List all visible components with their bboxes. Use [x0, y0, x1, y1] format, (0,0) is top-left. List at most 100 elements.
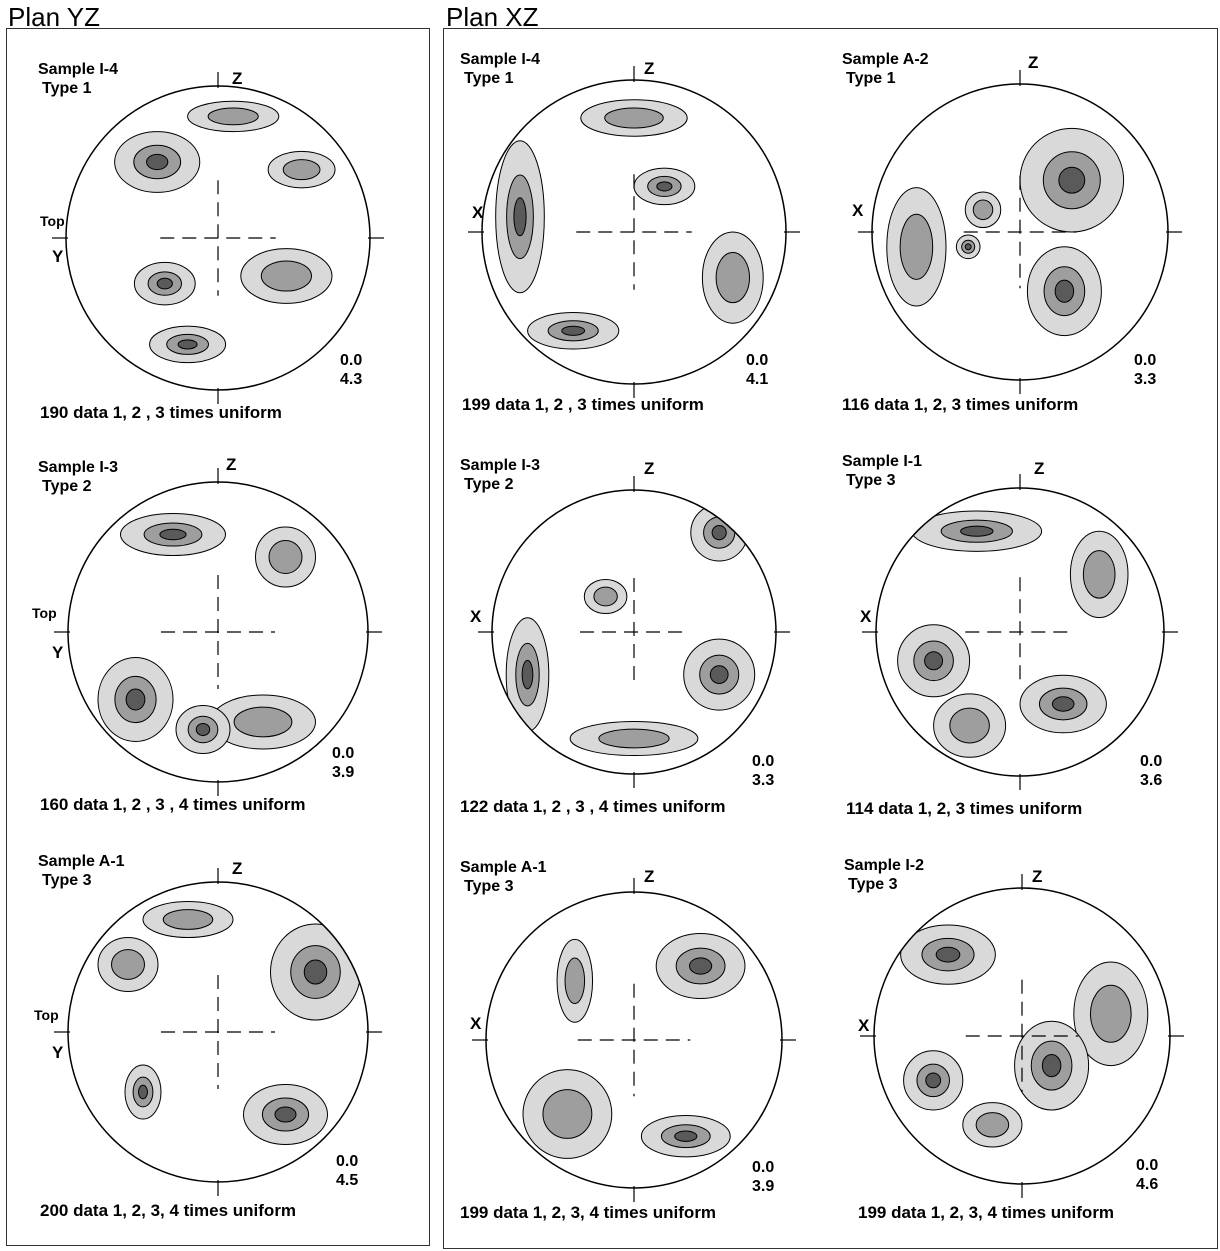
sample-label: Sample I-4 [38, 61, 119, 78]
net-title: Sample I-3 Type 2 [460, 456, 540, 494]
sample-label: Sample A-1 [460, 859, 547, 876]
stereonet-5 [858, 70, 1182, 394]
density-range: 0.0 3.6 [1140, 752, 1162, 790]
axis-label-vertical: Z [644, 867, 655, 886]
contour-level-3 [674, 1130, 698, 1142]
contour-level-2 [598, 728, 670, 749]
axis-label-vertical: Z [1028, 53, 1039, 72]
density-min: 0.0 [1140, 753, 1163, 770]
contour-level-2 [604, 107, 664, 129]
sample-label: Sample I-2 [844, 857, 925, 874]
net-caption: 114 data 1, 2, 3 times uniform [846, 799, 1083, 818]
density-max: 4.1 [746, 371, 769, 388]
density-range: 0.0 4.5 [336, 1152, 358, 1190]
contour-level-2 [715, 252, 751, 304]
stereonet-8 [472, 878, 796, 1202]
net-title: Sample I-1 Type 3 [842, 452, 922, 490]
contour-level-3 [513, 197, 527, 237]
net-caption: 199 data 1, 2, 3, 4 times uniform [858, 1203, 1115, 1222]
density-max: 4.5 [336, 1172, 359, 1189]
density-max: 3.9 [752, 1178, 775, 1195]
density-min: 0.0 [336, 1153, 359, 1170]
net-caption: 122 data 1, 2 , 3 , 4 times uniform [460, 797, 726, 816]
sample-label: Sample I-3 [460, 457, 541, 474]
type-label: Type 2 [42, 478, 92, 495]
contour-level-2 [593, 586, 618, 607]
density-max: 3.3 [752, 772, 775, 789]
density-range: 0.0 4.6 [1136, 1156, 1158, 1194]
sample-label: Sample A-1 [38, 853, 125, 870]
sample-label: Sample I-3 [38, 459, 119, 476]
net-title: Sample I-4 Type 1 [460, 50, 540, 88]
contour-level-2 [207, 107, 259, 126]
contour-level-2 [233, 706, 293, 738]
contour-level-2 [260, 260, 312, 292]
stereonet-6 [478, 476, 790, 788]
type-label: Type 1 [846, 70, 896, 87]
contour-level-3 [656, 181, 673, 192]
axis-label-horizontal: Y [52, 247, 64, 266]
type-label: Type 1 [464, 70, 514, 87]
net-title: Sample A-1 Type 3 [460, 858, 547, 896]
net-caption: 200 data 1, 2, 3, 4 times uniform [40, 1201, 297, 1220]
net-caption: 160 data 1, 2 , 3 , 4 times uniform [40, 795, 306, 814]
density-max: 3.9 [332, 764, 355, 781]
axis-label-horizontal: X [860, 607, 872, 626]
contour-level-2 [111, 949, 145, 980]
sample-label: Sample I-4 [460, 51, 541, 68]
axis-label-vertical: Z [1032, 867, 1043, 886]
panel-title-xz: Plan XZ [446, 2, 539, 32]
net-caption: 199 data 1, 2, 3, 4 times uniform [460, 1203, 717, 1222]
contour-level-3 [303, 959, 328, 985]
contour-level-2 [268, 540, 303, 574]
contour-level-3 [689, 957, 713, 975]
top-label: Top [32, 605, 57, 621]
contour-level-3 [138, 1084, 148, 1100]
density-max: 4.3 [340, 371, 363, 388]
axis-label-horizontal: Y [52, 643, 64, 662]
contour-level-3 [561, 325, 586, 336]
stereonet-7 [862, 474, 1178, 790]
stereonet-9 [860, 874, 1184, 1198]
axis-label-horizontal: X [852, 201, 864, 220]
density-range: 0.0 4.1 [746, 351, 768, 389]
density-max: 4.6 [1136, 1176, 1159, 1193]
density-range: 0.0 3.9 [752, 1158, 774, 1196]
type-label: Type 2 [464, 476, 514, 493]
contour-level-2 [564, 957, 586, 1005]
axis-label-vertical: Z [232, 69, 243, 88]
contour-level-2 [1082, 550, 1116, 599]
density-min: 0.0 [340, 352, 363, 369]
top-label: Top [34, 1007, 59, 1023]
contour-level-3 [177, 339, 198, 350]
contour-level-3 [1054, 279, 1075, 303]
net-title: Sample A-1 Type 3 [38, 852, 125, 890]
axis-label-horizontal: X [472, 203, 484, 222]
axis-label-horizontal: Y [52, 1043, 64, 1062]
contour-level-3 [274, 1106, 297, 1123]
net-title: Sample I-2 Type 3 [844, 856, 924, 894]
contour-level-2 [975, 1112, 1010, 1138]
density-max: 3.3 [1134, 371, 1157, 388]
contour-level-2 [162, 909, 214, 930]
net-caption: 190 data 1, 2 , 3 times uniform [40, 403, 282, 422]
type-label: Type 3 [848, 876, 898, 893]
density-min: 0.0 [746, 352, 769, 369]
type-label: Type 1 [42, 80, 92, 97]
contour-level-2 [949, 707, 990, 744]
contour-level-3 [711, 525, 727, 541]
contour-level-3 [935, 946, 961, 963]
density-min: 0.0 [1136, 1157, 1159, 1174]
contour-level-3 [1041, 1054, 1062, 1078]
type-label: Type 3 [846, 472, 896, 489]
axis-label-horizontal: X [470, 1014, 482, 1033]
type-label: Type 3 [42, 872, 92, 889]
contour-level-2 [1089, 984, 1132, 1043]
density-range: 0.0 3.3 [752, 752, 774, 790]
stereonet-1 [52, 72, 384, 404]
net-caption: 199 data 1, 2 , 3 times uniform [462, 395, 704, 414]
axis-label-vertical: Z [644, 59, 655, 78]
top-label: Top [40, 213, 65, 229]
density-min: 0.0 [752, 1159, 775, 1176]
density-range: 0.0 4.3 [340, 351, 362, 389]
